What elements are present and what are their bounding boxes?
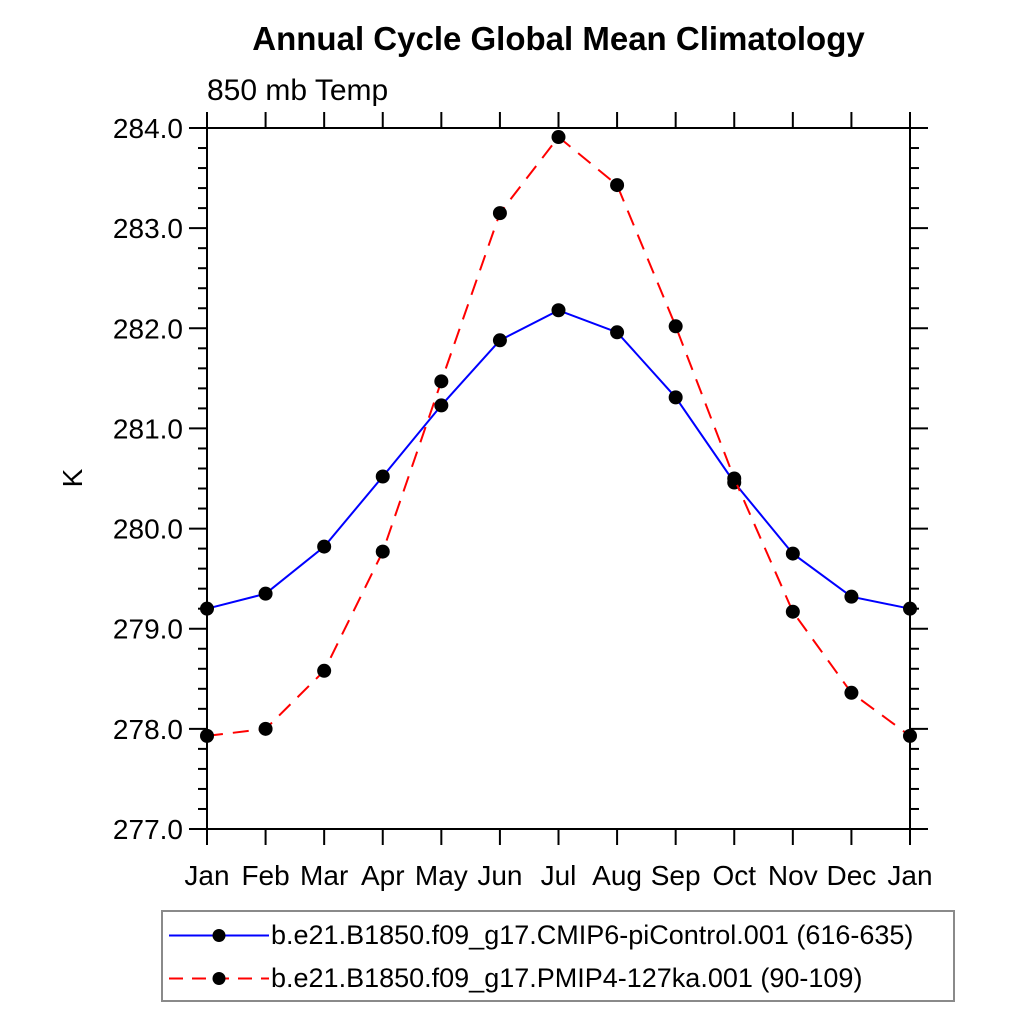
legend-marker xyxy=(212,972,226,985)
y-tick-label: 281.0 xyxy=(113,413,183,444)
data-point-marker xyxy=(551,130,566,145)
data-point-marker xyxy=(200,728,214,743)
legend-item: b.e21.B1850.f09_g17.PMIP4-127ka.001 (90-… xyxy=(167,957,862,1000)
series-line xyxy=(206,309,911,610)
series-1 xyxy=(200,130,917,743)
data-point-marker xyxy=(785,604,800,619)
data-point-marker xyxy=(668,319,683,334)
data-point-marker xyxy=(610,325,625,340)
data-point-marker xyxy=(317,663,332,678)
y-tick-label: 280.0 xyxy=(113,514,183,545)
data-point-marker xyxy=(200,601,214,616)
data-point-marker xyxy=(492,206,507,221)
x-tick-label: Feb xyxy=(241,860,289,891)
data-point-marker xyxy=(610,178,625,193)
data-point-marker xyxy=(727,471,742,486)
legend-marker xyxy=(212,929,226,942)
data-point-marker xyxy=(844,685,859,700)
data-point-marker xyxy=(668,390,683,405)
series-line xyxy=(206,135,911,737)
plot-frame xyxy=(206,127,911,830)
y-tick-label: 279.0 xyxy=(113,614,183,645)
x-tick-label: Apr xyxy=(361,860,405,891)
legend-item: b.e21.B1850.f09_g17.CMIP6-piControl.001 … xyxy=(167,914,913,957)
data-point-marker xyxy=(317,539,332,554)
legend-line-sample xyxy=(169,972,269,985)
data-point-marker xyxy=(258,586,273,601)
x-tick-label: Mar xyxy=(300,860,348,891)
y-tick-label: 278.0 xyxy=(113,714,183,745)
x-tick-label: Jan xyxy=(887,860,932,891)
y-tick-label: 284.0 xyxy=(113,113,183,144)
x-tick-label: Nov xyxy=(768,860,818,891)
data-point-marker xyxy=(258,721,273,736)
chart-title: Annual Cycle Global Mean Climatology xyxy=(252,20,865,57)
y-axis: 277.0 278.0 279.0 280.0 281.0 282.0 283.0 284.0 xyxy=(113,113,928,845)
legend-label: b.e21.B1850.f09_g17.PMIP4-127ka.001 (90-… xyxy=(271,963,863,993)
data-point-marker xyxy=(434,398,449,413)
x-tick-label: Dec xyxy=(827,860,877,891)
legend-label: b.e21.B1850.f09_g17.CMIP6-piControl.001 … xyxy=(271,920,914,950)
y-tick-label: 277.0 xyxy=(113,814,183,845)
data-point-marker xyxy=(492,333,507,348)
legend: b.e21.B1850.f09_g17.CMIP6-piControl.001 … xyxy=(161,910,955,1002)
legend-line-sample xyxy=(169,929,269,942)
x-tick-label: Jul xyxy=(541,860,577,891)
x-tick-label: Aug xyxy=(592,860,642,891)
data-point-marker xyxy=(375,544,390,559)
y-tick-label: 283.0 xyxy=(113,213,183,244)
x-tick-label: Sep xyxy=(651,860,701,891)
chart-subtitle: 850 mb Temp xyxy=(207,74,389,107)
x-axis: Jan Feb Mar Apr May Jun Jul Aug Sep Oct Nov Dec Jan xyxy=(184,112,933,891)
x-tick-label: May xyxy=(415,860,468,891)
data-point-marker xyxy=(903,728,917,743)
x-tick-label: Jan xyxy=(184,860,229,891)
x-tick-label: Oct xyxy=(712,860,756,891)
data-point-marker xyxy=(785,546,800,561)
series-0 xyxy=(200,303,917,616)
data-point-marker xyxy=(434,374,449,389)
data-point-marker xyxy=(375,469,390,484)
data-point-marker xyxy=(844,589,859,604)
x-tick-label: Jun xyxy=(477,860,522,891)
y-tick-label: 282.0 xyxy=(113,313,183,344)
data-point-marker xyxy=(903,601,917,616)
data-point-marker xyxy=(551,303,566,318)
